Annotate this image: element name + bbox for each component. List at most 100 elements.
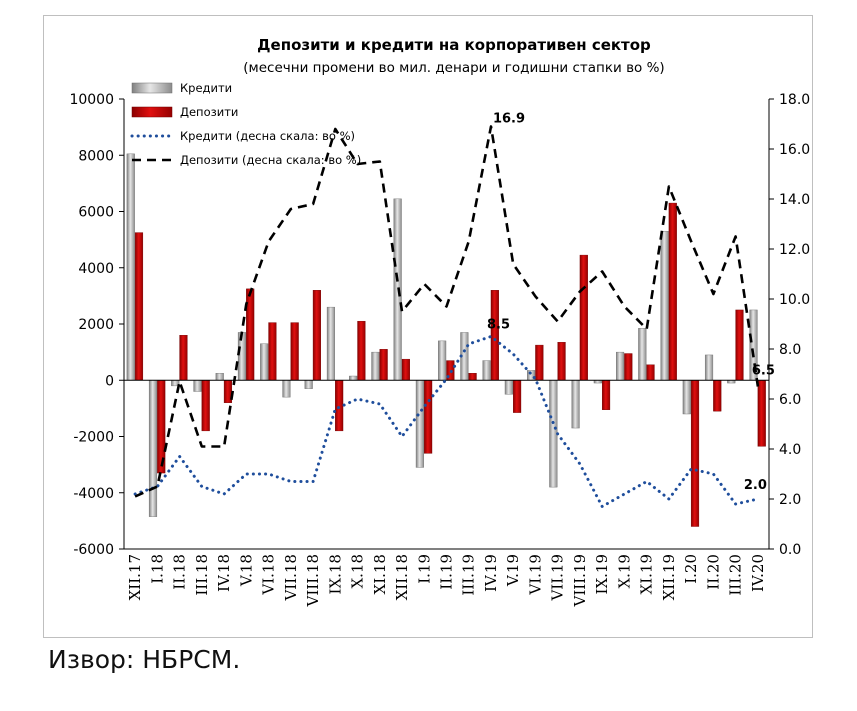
x-tick-label: XII.19 [660,554,678,600]
x-tick-label: VI.19 [526,554,544,596]
x-tick-label: XI.19 [638,554,656,594]
bar-deposits-28 [757,380,766,447]
x-tick-label: VI.18 [260,554,278,596]
x-tick-label: VIII.19 [571,554,589,607]
annotation-label: 8.5 [487,318,510,333]
x-tick-label: VII.19 [549,554,567,602]
bar-deposits-0 [134,232,144,381]
bar-credits-3 [193,380,202,392]
chart: Депозити и кредити на корпоративен секто… [69,36,810,607]
x-tick-label: IV.20 [749,554,767,592]
bar-deposits-24 [668,202,677,381]
bar-credits-7 [282,380,291,398]
bar-credits-0 [126,153,135,381]
x-tick-label: IV.19 [482,554,500,592]
right-tick-label: 16.0 [779,142,810,158]
bar-deposits-23 [646,364,655,381]
right-tick-label: 14.0 [779,192,810,208]
bar-deposits-16 [490,290,499,381]
bar-deposits-21 [601,380,611,410]
x-tick-label: III.19 [460,554,478,596]
left-tick-label: -4000 [73,486,114,502]
bar-credits-17 [504,380,513,395]
bar-credits-14 [438,340,447,381]
left-tick-label: 0 [105,373,114,389]
x-tick-label: X.19 [615,554,633,589]
x-tick-label: I.18 [148,554,166,584]
right-tick-label: 0.0 [779,542,801,558]
bar-credits-23 [638,328,647,381]
bar-credits-11 [371,351,380,381]
bar-deposits-7 [290,322,299,381]
bar-deposits-9 [335,380,344,432]
annotation-label: 16.9 [493,112,525,127]
bar-deposits-19 [557,342,566,381]
legend-label: Кредити (десна скала: во %) [180,129,355,143]
x-tick-label: IX.19 [593,554,611,594]
x-tick-label: V.18 [237,554,255,587]
right-tick-label: 8.0 [779,342,801,358]
bar-deposits-20 [579,254,588,381]
right-tick-label: 12.0 [779,242,810,258]
bar-deposits-2 [179,335,188,381]
bar-credits-8 [304,380,313,389]
x-tick-label: V.19 [504,554,522,587]
right-tick-label: 4.0 [779,442,801,458]
x-tick-label: II.18 [171,554,189,590]
bar-deposits-22 [624,353,633,381]
bar-credits-9 [326,306,335,381]
bar-deposits-11 [379,349,388,381]
right-tick-label: 6.0 [779,392,801,408]
bar-credits-6 [260,343,269,381]
bar-deposits-8 [312,290,321,381]
legend-label: Депозити [180,105,238,119]
bar-credits-13 [415,380,424,468]
bar-credits-20 [571,380,580,429]
bar-credits-4 [215,373,224,381]
x-tick-label: II.20 [704,554,722,590]
left-tick-label: 10000 [69,92,114,108]
bar-deposits-25 [690,380,700,527]
chart-frame: Депозити и кредити на корпоративен секто… [43,15,813,638]
left-tick-label: 2000 [78,317,114,333]
x-tick-label: I.19 [415,554,433,584]
x-tick-label: XII.17 [126,554,144,600]
bar-credits-16 [482,360,491,381]
x-tick-label: VIII.18 [304,554,322,607]
bar-credits-24 [660,230,669,381]
left-tick-label: 4000 [78,261,114,277]
x-tick-label: IV.18 [215,554,233,592]
bar-credits-10 [349,375,358,381]
left-tick-label: -6000 [73,542,114,558]
legend-swatch-deposits [131,106,173,118]
line-deposits-rate [134,125,760,498]
right-tick-label: 18.0 [779,92,810,108]
annotation-label: 2.0 [744,478,767,493]
x-tick-label: II.19 [438,554,456,590]
bar-deposits-10 [357,320,366,381]
bar-deposits-27 [735,309,744,381]
right-tick-label: 10.0 [779,292,810,308]
bar-deposits-12 [401,358,410,381]
bar-deposits-26 [713,380,722,412]
left-tick-label: 8000 [78,148,114,164]
legend-label: Кредити [180,81,232,95]
bar-deposits-3 [201,380,210,432]
annotation-label: 6.5 [752,364,775,379]
bar-credits-19 [549,380,558,488]
left-tick-label: 6000 [78,205,114,221]
chart-subtitle: (месечни промени во мил. денари и годишн… [243,60,664,76]
x-tick-label: III.18 [193,554,211,596]
legend-swatch-credits [131,82,173,94]
x-tick-label: X.18 [349,554,367,589]
bar-credits-22 [616,351,625,381]
x-tick-label: I.20 [682,554,700,584]
bar-credits-1 [148,380,158,517]
bar-credits-25 [682,380,691,415]
line-credits-rate [133,335,760,508]
x-tick-label: VII.18 [282,554,300,602]
x-tick-label: XII.18 [393,554,411,600]
x-tick-label: III.20 [727,554,745,596]
bar-deposits-15 [468,373,477,381]
bar-deposits-17 [513,380,522,413]
